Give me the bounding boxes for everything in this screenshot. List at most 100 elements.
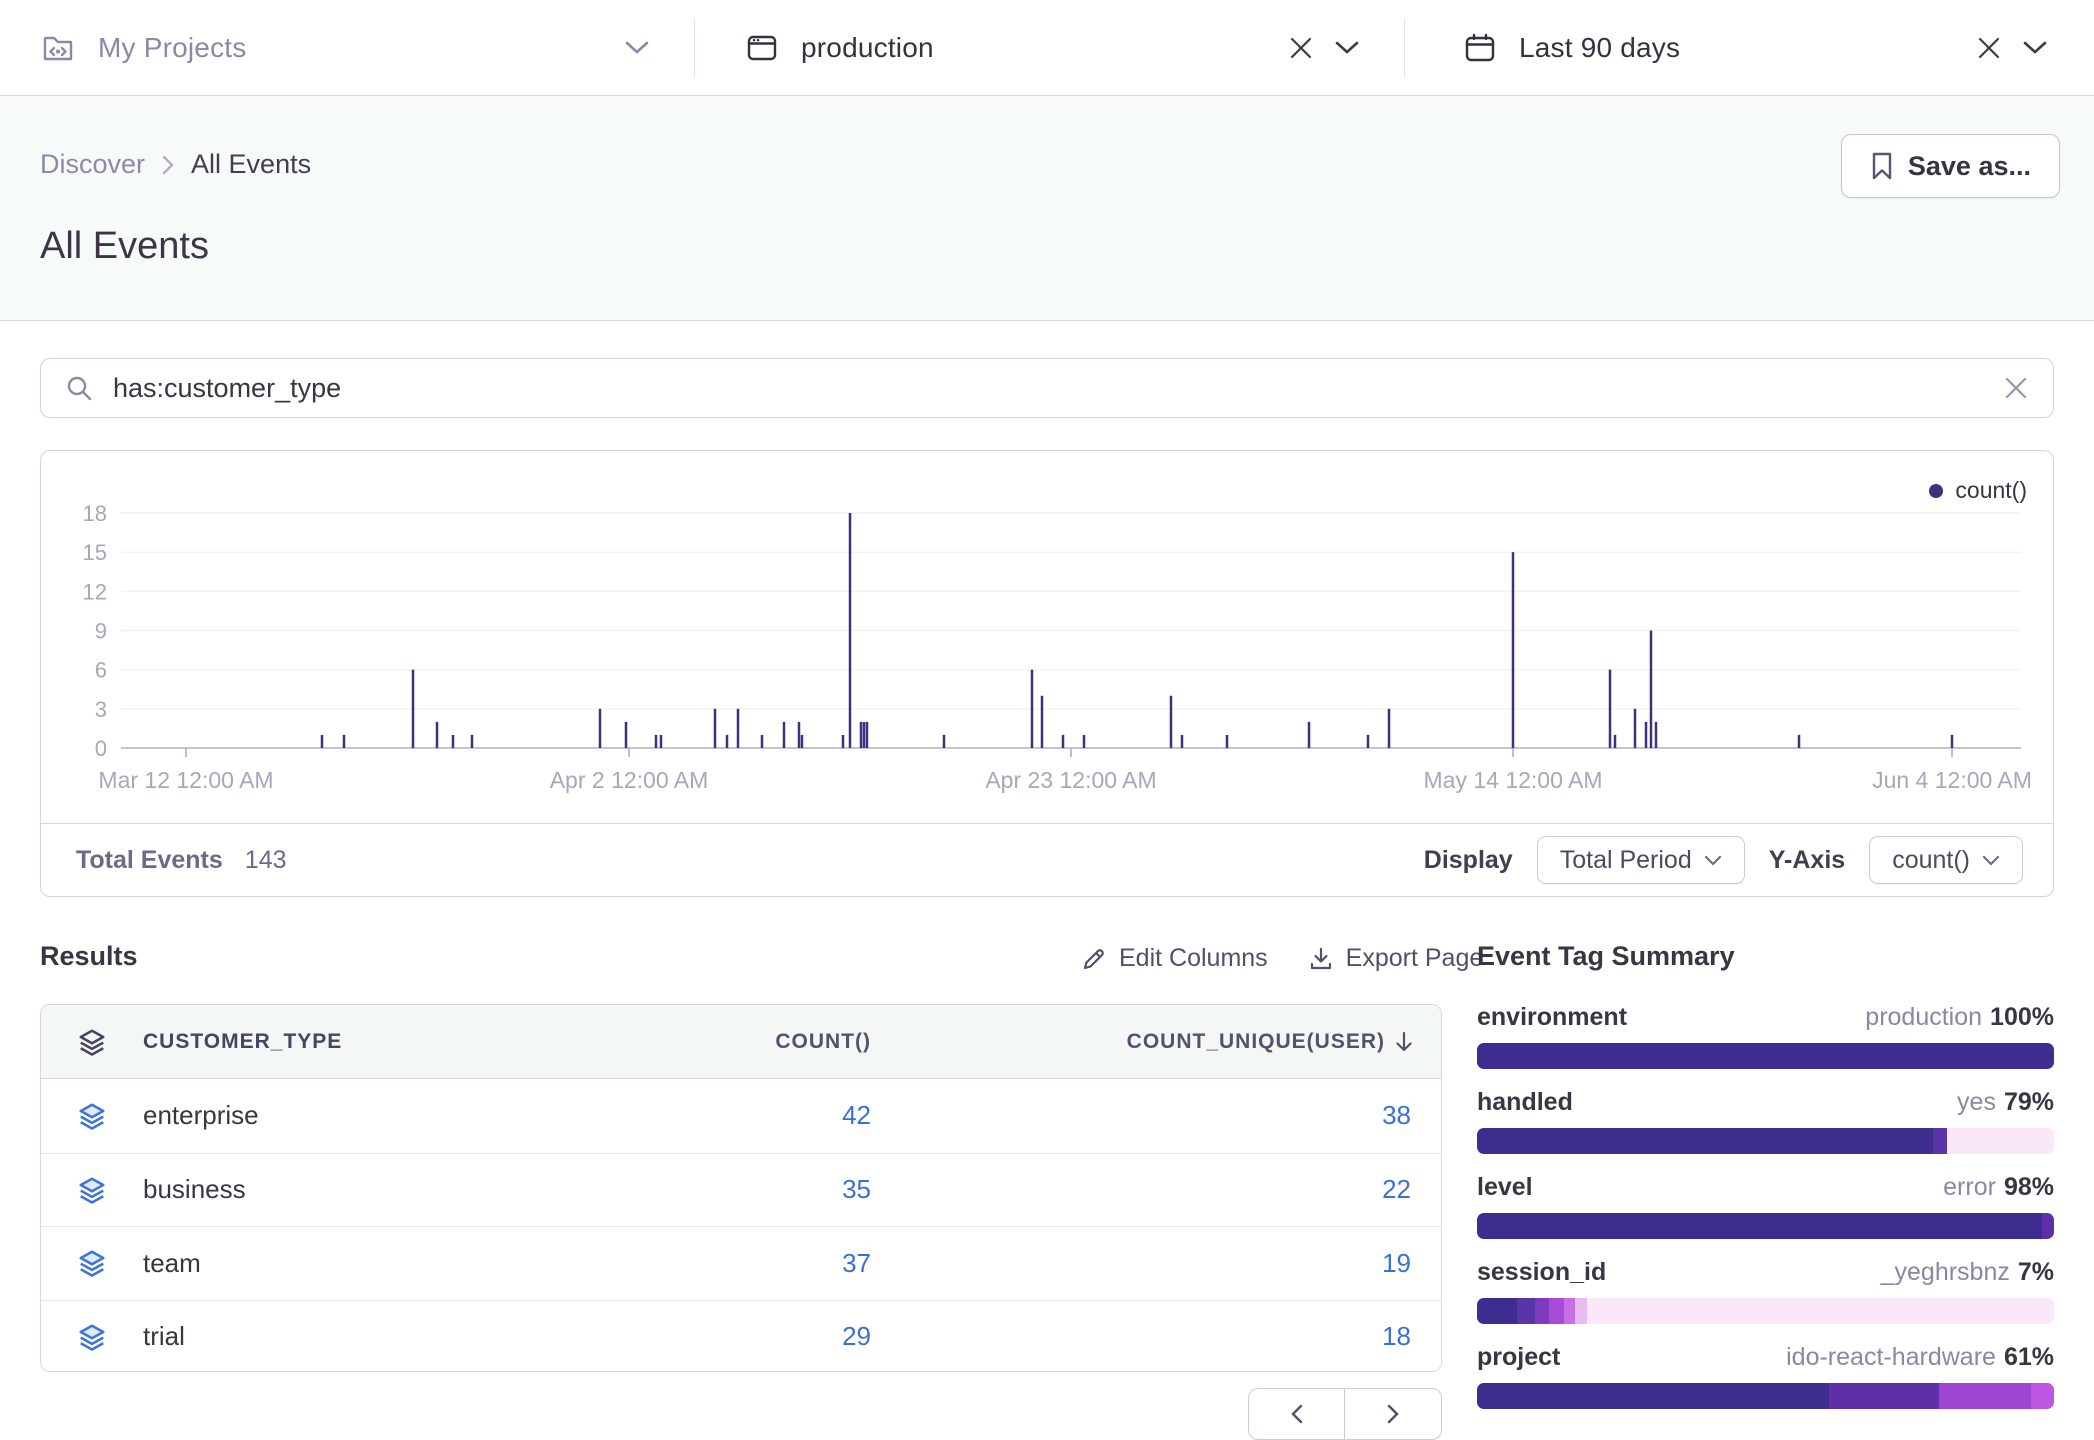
search-icon [65, 374, 93, 402]
results-heading: Results [40, 941, 138, 972]
tag-distribution-bar[interactable] [1477, 1298, 2054, 1324]
bookmark-icon [1870, 151, 1894, 181]
count-unique-user-cell[interactable]: 38 [901, 1100, 1441, 1131]
tag-distribution-bar[interactable] [1477, 1043, 2054, 1069]
customer-type-cell: enterprise [41, 1100, 641, 1131]
count-cell[interactable]: 42 [641, 1100, 901, 1131]
pencil-icon [1081, 946, 1107, 972]
tag-group: project ido-react-hardware61% [1477, 1343, 2054, 1409]
column-header-customer-type[interactable]: CUSTOMER_TYPE [41, 1027, 641, 1057]
count-cell[interactable]: 29 [641, 1321, 901, 1352]
tag-bar-segment [1564, 1298, 1576, 1324]
tag-bar-segment [1587, 1298, 2054, 1324]
customer-type-value: enterprise [143, 1100, 259, 1131]
tag-label-row: project ido-react-hardware61% [1477, 1343, 2054, 1374]
tag-bar-segment [1477, 1213, 2042, 1239]
layers-icon [77, 1322, 107, 1352]
count-cell[interactable]: 37 [641, 1248, 901, 1279]
table-row: team3719 [41, 1226, 1441, 1300]
date-range-label: Last 90 days [1519, 32, 1954, 64]
tag-bar-segment [1535, 1298, 1549, 1324]
breadcrumb-separator-icon [161, 154, 175, 176]
tag-group: environmentproduction100% [1477, 1003, 2054, 1069]
tag-top-percent: 61% [2004, 1343, 2054, 1371]
projects-folder-icon [40, 30, 76, 66]
calendar-icon [1463, 31, 1497, 65]
tag-label-row: session_id_yeghrsbnz7% [1477, 1258, 2054, 1289]
tag-bar-segment [1575, 1298, 1587, 1324]
count-cell[interactable]: 35 [641, 1174, 901, 1205]
svg-text:18: 18 [83, 501, 107, 526]
column-label: COUNT_UNIQUE(USER) [1127, 1030, 1385, 1054]
edit-columns-button[interactable]: Edit Columns [1081, 944, 1268, 973]
tag-label-row: handled yes79% [1477, 1088, 2054, 1119]
environment-filter[interactable]: production [695, 0, 1404, 95]
count-unique-user-cell[interactable]: 22 [901, 1174, 1441, 1205]
tag-bar-segment [1549, 1298, 1563, 1324]
tag-bar-segment [1477, 1043, 2054, 1069]
tag-group: handled yes79% [1477, 1088, 2054, 1154]
display-mode-dropdown[interactable]: Total Period [1537, 836, 1745, 884]
legend-label: count() [1955, 477, 2027, 504]
layers-icon [77, 1175, 107, 1205]
tag-key: handled [1477, 1088, 1573, 1117]
environment-filter-label: production [801, 32, 1266, 64]
svg-text:0: 0 [95, 736, 107, 761]
customer-type-value: business [143, 1174, 246, 1205]
customer-type-cell: business [41, 1174, 641, 1205]
previous-page-button[interactable] [1248, 1388, 1345, 1440]
tag-key: level [1477, 1173, 1533, 1202]
top-bar: My Projects production [0, 0, 2094, 96]
tag-bar-segment [2042, 1213, 2054, 1239]
display-mode-value: Total Period [1560, 846, 1692, 875]
tag-bar-segment [1517, 1298, 1534, 1324]
tag-key: project [1477, 1343, 1560, 1372]
window-icon [745, 31, 779, 65]
yaxis-dropdown[interactable]: count() [1869, 836, 2023, 884]
table-row: business 3522 [41, 1153, 1441, 1227]
tag-bar-segment [1829, 1383, 1939, 1409]
chevron-down-icon [1704, 855, 1722, 866]
column-header-count-unique-user[interactable]: COUNT_UNIQUE(USER) [901, 1030, 1441, 1054]
save-as-button[interactable]: Save as... [1841, 134, 2060, 198]
project-selector[interactable]: My Projects [0, 0, 694, 95]
events-chart: 0369121518Mar 12 12:00 AMApr 2 12:00 AMA… [41, 451, 2055, 803]
svg-text:Mar 12 12:00 AM: Mar 12 12:00 AM [98, 767, 273, 793]
chart-legend: count() [1929, 477, 2027, 504]
tag-bar-segment [2031, 1383, 2054, 1409]
tag-top-value: ido-react-hardware61% [1786, 1343, 2054, 1372]
date-range-filter[interactable]: Last 90 days [1405, 0, 2094, 95]
tag-label-row: levelerror98% [1477, 1173, 2054, 1204]
export-page-button[interactable]: Export Page [1308, 944, 1484, 973]
tag-distribution-bar[interactable] [1477, 1213, 2054, 1239]
chevron-down-icon[interactable] [1334, 40, 1360, 55]
table-tools: Edit Columns Export Page [1081, 944, 1483, 973]
tag-distribution-bar[interactable] [1477, 1128, 2054, 1154]
clear-date-range-icon[interactable] [1976, 35, 2002, 61]
clear-search-icon[interactable] [2003, 375, 2029, 401]
tag-top-value: production100% [1865, 1003, 2054, 1032]
count-unique-user-cell[interactable]: 18 [901, 1321, 1441, 1352]
tag-distribution-bar[interactable] [1477, 1383, 2054, 1409]
events-chart-panel: 0369121518Mar 12 12:00 AMApr 2 12:00 AMA… [40, 450, 2054, 897]
search-bar[interactable] [40, 358, 2054, 418]
breadcrumb-discover-link[interactable]: Discover [40, 149, 145, 180]
tag-group: session_id_yeghrsbnz7% [1477, 1258, 2054, 1324]
next-page-button[interactable] [1345, 1388, 1442, 1440]
breadcrumb: Discover All Events [40, 149, 311, 180]
tag-key: session_id [1477, 1258, 1606, 1287]
clear-environment-icon[interactable] [1288, 35, 1314, 61]
tag-top-percent: 7% [2018, 1258, 2054, 1286]
tag-top-value: yes79% [1957, 1088, 2054, 1117]
svg-text:Jun 4 12:00 AM: Jun 4 12:00 AM [1872, 767, 2032, 793]
chevron-down-icon[interactable] [2022, 40, 2048, 55]
legend-dot-icon [1929, 484, 1943, 498]
table-row: enterprise 4238 [41, 1079, 1441, 1153]
search-input[interactable] [113, 373, 1983, 404]
count-unique-user-cell[interactable]: 19 [901, 1248, 1441, 1279]
svg-text:6: 6 [95, 658, 107, 683]
export-page-label: Export Page [1346, 944, 1484, 973]
svg-text:Apr 23 12:00 AM: Apr 23 12:00 AM [985, 767, 1156, 793]
display-label: Display [1424, 846, 1513, 875]
column-header-count[interactable]: COUNT() [641, 1030, 901, 1054]
